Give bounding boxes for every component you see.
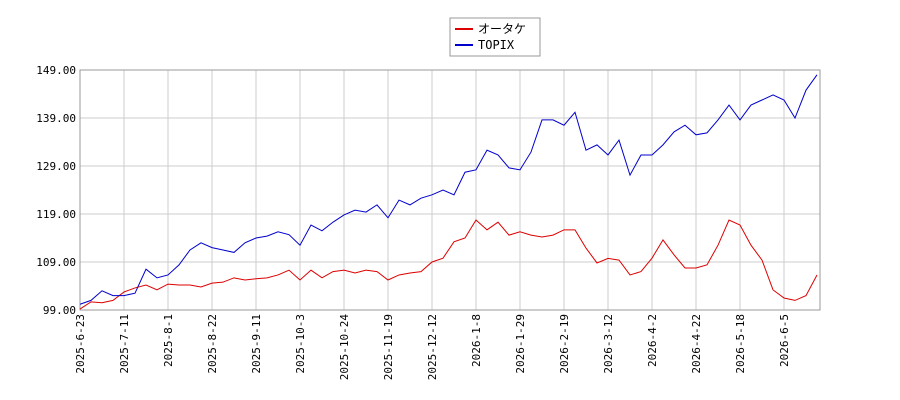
x-tick-label: 2025-10-24 (338, 314, 351, 381)
legend: オータケ TOPIX (449, 17, 541, 57)
x-tick-label: 2025-9-11 (250, 314, 263, 374)
y-tick-label: 129.00 (36, 160, 76, 173)
legend-label: オータケ (478, 22, 526, 36)
y-tick-label: 149.00 (36, 64, 76, 77)
series-line (79, 219, 818, 310)
series-line (79, 74, 818, 305)
x-tick-label: 2025-10-3 (294, 314, 307, 374)
x-tick-label: 2026-2-19 (558, 314, 571, 374)
x-tick-label: 2026-5-18 (734, 314, 747, 374)
y-tick-label: 99.00 (43, 304, 76, 317)
x-tick-label: 2026-1-8 (470, 314, 483, 367)
x-tick-label: 2025-8-22 (206, 314, 219, 374)
y-tick-label: 119.00 (36, 208, 76, 221)
x-tick-label: 2025-6-23 (74, 314, 87, 374)
x-tick-label: 2025-8-1 (162, 314, 175, 367)
x-tick-label: 2026-4-2 (646, 314, 659, 367)
legend-label: TOPIX (478, 38, 515, 52)
x-tick-label: 2025-11-19 (382, 314, 395, 380)
x-tick-label: 2026-6-5 (778, 314, 791, 367)
x-tick-label: 2025-7-11 (118, 314, 131, 374)
x-tick-label: 2025-12-12 (426, 314, 439, 380)
y-tick-label: 139.00 (36, 112, 76, 125)
x-tick-label: 2026-1-29 (514, 314, 527, 374)
x-tick-label: 2026-3-12 (602, 314, 615, 374)
y-tick-label: 109.00 (36, 256, 76, 269)
x-tick-label: 2026-4-22 (690, 314, 703, 374)
legend-box (449, 17, 541, 57)
plot-frame (79, 69, 821, 311)
